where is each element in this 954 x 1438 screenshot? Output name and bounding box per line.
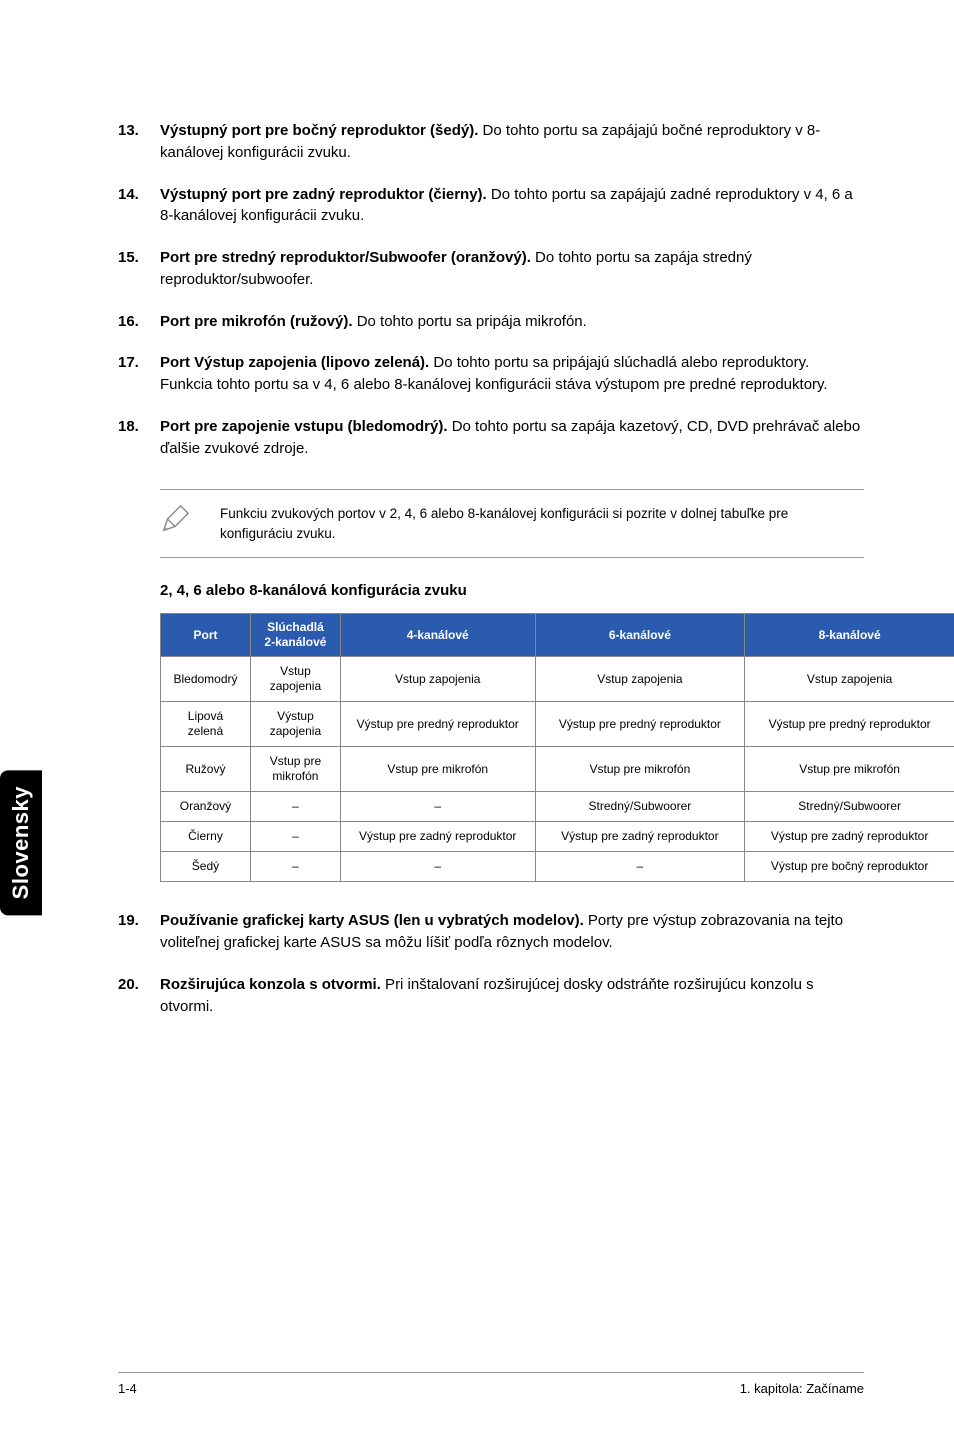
- table-cell: Vstup zapojenia: [535, 657, 745, 702]
- table-cell: Výstup pre predný reproduktor: [745, 702, 954, 747]
- table-cell: Čierny: [161, 822, 251, 852]
- table-cell: Vstup pre mikrofón: [340, 747, 535, 792]
- list-number: 13.: [118, 120, 160, 164]
- table-cell: –: [250, 852, 340, 882]
- list-item: 20.Rozširujúca konzola s otvormi. Pri in…: [118, 974, 864, 1018]
- table-cell: Lipová zelená: [161, 702, 251, 747]
- table-cell: Oranžový: [161, 792, 251, 822]
- list-number: 20.: [118, 974, 160, 1018]
- table-row: Čierny–Výstup pre zadný reproduktorVýstu…: [161, 822, 954, 852]
- table-cell: Výstup pre bočný reproduktor: [745, 852, 954, 882]
- list-title: Výstupný port pre bočný reproduktor (šed…: [160, 122, 478, 139]
- table-cell: Bledomodrý: [161, 657, 251, 702]
- table-cell: Výstup pre predný reproduktor: [535, 702, 745, 747]
- pencil-icon: [160, 504, 196, 539]
- list-item: 13.Výstupný port pre bočný reproduktor (…: [118, 120, 864, 164]
- list-number: 16.: [118, 311, 160, 333]
- page-footer: 1-4 1. kapitola: Začíname: [118, 1372, 864, 1396]
- list-title: Používanie grafickej karty ASUS (len u v…: [160, 912, 584, 929]
- table-heading: 2, 4, 6 alebo 8-kanálová konfigurácia zv…: [160, 582, 864, 599]
- list-body: Port pre stredný reproduktor/Subwoofer (…: [160, 247, 864, 291]
- chapter-label: 1. kapitola: Začíname: [740, 1381, 864, 1396]
- table-cell: Výstup pre zadný reproduktor: [745, 822, 954, 852]
- table-cell: Vstup pre mikrofón: [250, 747, 340, 792]
- list-item: 19.Používanie grafickej karty ASUS (len …: [118, 910, 864, 954]
- list-body: Používanie grafickej karty ASUS (len u v…: [160, 910, 864, 954]
- page-content: 13.Výstupný port pre bočný reproduktor (…: [0, 0, 954, 1017]
- table-cell: Vstup zapojenia: [250, 657, 340, 702]
- table-cell: Výstup pre zadný reproduktor: [340, 822, 535, 852]
- note-block: Funkciu zvukových portov v 2, 4, 6 alebo…: [160, 489, 864, 558]
- table-cell: Výstup pre predný reproduktor: [340, 702, 535, 747]
- list-item: 17.Port Výstup zapojenia (lipovo zelená)…: [118, 352, 864, 396]
- table-row: Oranžový––Stredný/SubwoorerStredný/Subwo…: [161, 792, 954, 822]
- language-side-tab: Slovensky: [0, 770, 42, 915]
- list-desc: Do tohto portu sa pripája mikrofón.: [353, 313, 587, 330]
- table-cell: Výstup zapojenia: [250, 702, 340, 747]
- table-cell: –: [535, 852, 745, 882]
- list-title: Rozširujúca konzola s otvormi.: [160, 976, 381, 993]
- table-row: Lipová zelenáVýstup zapojeniaVýstup pre …: [161, 702, 954, 747]
- list-title: Port pre zapojenie vstupu (bledomodrý).: [160, 418, 448, 435]
- audio-config-table: PortSlúchadlá2-kanálové4-kanálové6-kanál…: [160, 613, 954, 882]
- table-cell: –: [250, 822, 340, 852]
- table-cell: –: [340, 852, 535, 882]
- table-header: Port: [161, 614, 251, 657]
- table-cell: Ružový: [161, 747, 251, 792]
- table-row: Šedý–––Výstup pre bočný reproduktor: [161, 852, 954, 882]
- list-item: 14.Výstupný port pre zadný reproduktor (…: [118, 184, 864, 228]
- table-cell: Šedý: [161, 852, 251, 882]
- table-row: BledomodrýVstup zapojeniaVstup zapojenia…: [161, 657, 954, 702]
- table-header: Slúchadlá2-kanálové: [250, 614, 340, 657]
- table-header: 6-kanálové: [535, 614, 745, 657]
- list-title: Port pre stredný reproduktor/Subwoofer (…: [160, 249, 531, 266]
- list-number: 19.: [118, 910, 160, 954]
- table-header: 8-kanálové: [745, 614, 954, 657]
- list-body: Výstupný port pre bočný reproduktor (šed…: [160, 120, 864, 164]
- list-number: 15.: [118, 247, 160, 291]
- list-body: Port Výstup zapojenia (lipovo zelená). D…: [160, 352, 864, 396]
- list-number: 17.: [118, 352, 160, 396]
- list-number: 18.: [118, 416, 160, 460]
- table-cell: Vstup zapojenia: [745, 657, 954, 702]
- table-cell: Vstup zapojenia: [340, 657, 535, 702]
- note-text: Funkciu zvukových portov v 2, 4, 6 alebo…: [220, 504, 864, 543]
- list-item: 16.Port pre mikrofón (ružový). Do tohto …: [118, 311, 864, 333]
- list-item: 15.Port pre stredný reproduktor/Subwoofe…: [118, 247, 864, 291]
- table-cell: Stredný/Subwoorer: [535, 792, 745, 822]
- table-cell: Vstup pre mikrofón: [535, 747, 745, 792]
- table-cell: Výstup pre zadný reproduktor: [535, 822, 745, 852]
- list-item: 18.Port pre zapojenie vstupu (bledomodrý…: [118, 416, 864, 460]
- list-number: 14.: [118, 184, 160, 228]
- list-body: Výstupný port pre zadný reproduktor (čie…: [160, 184, 864, 228]
- list-body: Port pre mikrofón (ružový). Do tohto por…: [160, 311, 864, 333]
- list-title: Port Výstup zapojenia (lipovo zelená).: [160, 354, 429, 371]
- table-cell: –: [250, 792, 340, 822]
- table-header: 4-kanálové: [340, 614, 535, 657]
- list-body: Port pre zapojenie vstupu (bledomodrý). …: [160, 416, 864, 460]
- table-cell: Stredný/Subwoorer: [745, 792, 954, 822]
- list-title: Výstupný port pre zadný reproduktor (čie…: [160, 186, 487, 203]
- page-number: 1-4: [118, 1381, 137, 1396]
- list-title: Port pre mikrofón (ružový).: [160, 313, 353, 330]
- table-cell: Vstup pre mikrofón: [745, 747, 954, 792]
- table-row: RužovýVstup pre mikrofónVstup pre mikrof…: [161, 747, 954, 792]
- list-body: Rozširujúca konzola s otvormi. Pri inšta…: [160, 974, 864, 1018]
- table-cell: –: [340, 792, 535, 822]
